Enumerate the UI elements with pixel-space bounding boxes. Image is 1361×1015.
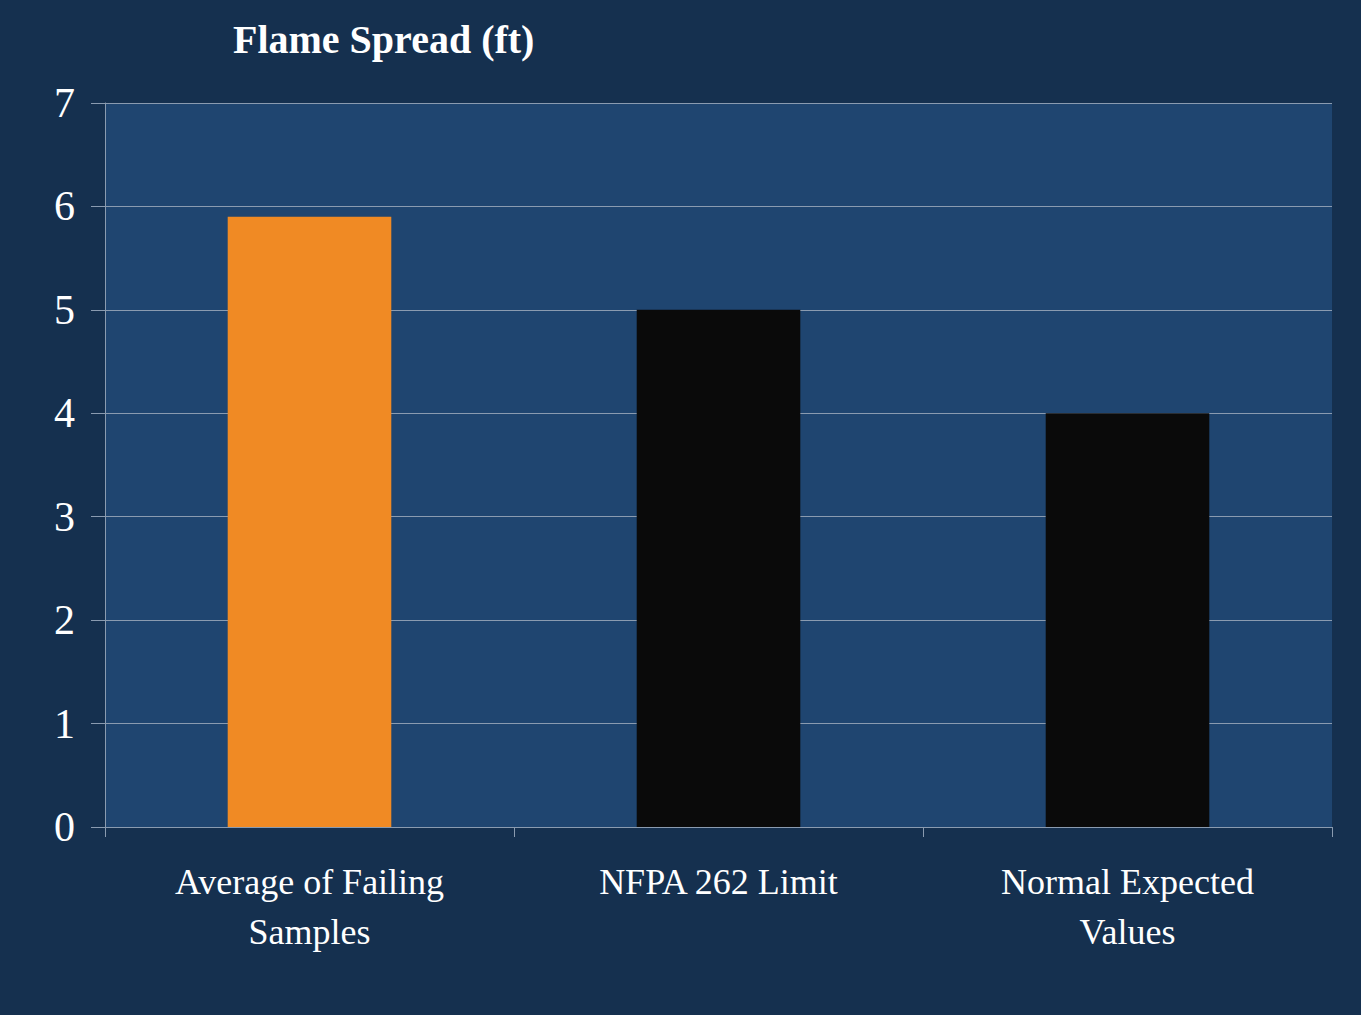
svg-text:Average of Failing: Average of Failing [175,862,444,902]
svg-text:5: 5 [54,287,75,333]
svg-text:7: 7 [54,80,75,126]
svg-text:Normal Expected: Normal Expected [1001,862,1254,902]
svg-text:1: 1 [54,701,75,747]
svg-text:Flame Spread (ft): Flame Spread (ft) [233,17,534,62]
svg-text:0: 0 [54,804,75,850]
svg-text:4: 4 [54,390,75,436]
svg-text:Samples: Samples [249,912,371,952]
svg-text:2: 2 [54,597,75,643]
svg-text:3: 3 [54,494,75,540]
svg-text:Values: Values [1080,912,1176,952]
svg-text:NFPA 262 Limit: NFPA 262 Limit [599,862,838,902]
svg-text:6: 6 [54,183,75,229]
